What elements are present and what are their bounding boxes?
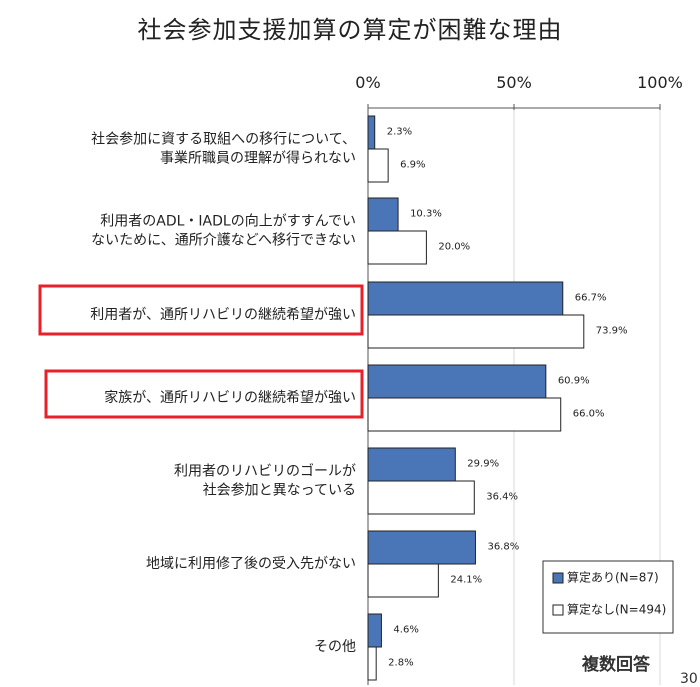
data-label-s1-c5: 24.1% [450, 575, 482, 586]
legend-label-0: 算定あり(N=87) [567, 570, 659, 585]
category-label-3-line-0: 家族が、通所リハビリの継続希望が強い [104, 389, 356, 406]
x-tick-label-2: 100% [637, 73, 683, 92]
category-label-4-line-1: 社会参加と異なっている [203, 482, 356, 499]
bar-s0-c0 [367, 115, 376, 150]
bar-s0-c1 [367, 197, 399, 232]
page-number: 30 [680, 671, 698, 687]
category-label-0-line-0: 社会参加に資する取組への移行について、 [91, 131, 356, 148]
chart-title: 社会参加支援加算の算定が困難な理由 [137, 16, 563, 44]
x-tick-label-1: 50% [496, 73, 532, 92]
data-label-s1-c0: 6.9% [400, 160, 425, 171]
data-label-s1-c6: 2.8% [388, 658, 413, 669]
legend-swatch-0 [552, 572, 564, 584]
category-label-6-line-0: その他 [314, 639, 356, 655]
bar-s0-c2 [367, 281, 564, 316]
highlight-box-3 [44, 369, 364, 419]
multiple-answer-note: 複数回答 [582, 655, 650, 675]
category-label-1-line-1: ないために、通所介護などへ移行できない [91, 233, 356, 249]
legend-swatch-1 [552, 604, 564, 616]
category-label-4-line-0: 利用者のリハビリのゴールが [174, 463, 356, 480]
bar-s1-c5 [367, 563, 439, 598]
x-tick-label-0: 0% [355, 73, 380, 92]
bar-s1-c0 [367, 148, 389, 183]
data-label-s0-c5: 36.8% [487, 542, 519, 553]
legend-box [542, 560, 674, 634]
data-label-s1-c1: 20.0% [438, 242, 470, 253]
bar-s1-c1 [367, 230, 427, 265]
data-label-s0-c2: 66.7% [575, 293, 607, 304]
bar-s1-c3 [367, 397, 562, 432]
category-label-1-line-0: 利用者のADL・IADLの向上がすすんでい [100, 214, 356, 230]
data-label-s1-c3: 66.0% [573, 409, 605, 420]
legend-label-1: 算定なし(N=494) [567, 602, 666, 617]
bar-s1-c6 [367, 646, 377, 681]
data-label-s1-c2: 73.9% [596, 326, 628, 337]
bar-s1-c4 [367, 480, 475, 515]
category-label-2-line-0: 利用者が、通所リハビリの継続希望が強い [90, 306, 356, 323]
bar-s0-c6 [367, 613, 382, 648]
bar-s0-c4 [367, 447, 456, 482]
data-label-s0-c4: 29.9% [467, 459, 499, 470]
category-label-0-line-1: 事業所職員の理解が得られない [160, 150, 356, 167]
bar-s0-c5 [367, 530, 476, 565]
data-label-s0-c0: 2.3% [387, 127, 412, 138]
data-label-s1-c4: 36.4% [486, 492, 518, 503]
data-label-s0-c1: 10.3% [410, 209, 442, 220]
highlight-box-2 [38, 284, 364, 336]
data-label-s0-c6: 4.6% [393, 625, 418, 636]
data-label-s0-c3: 60.9% [558, 376, 590, 387]
bar-s1-c2 [367, 314, 585, 349]
bar-s0-c3 [367, 364, 547, 399]
category-label-5-line-0: 地域に利用修了後の受入先がない [146, 556, 356, 572]
